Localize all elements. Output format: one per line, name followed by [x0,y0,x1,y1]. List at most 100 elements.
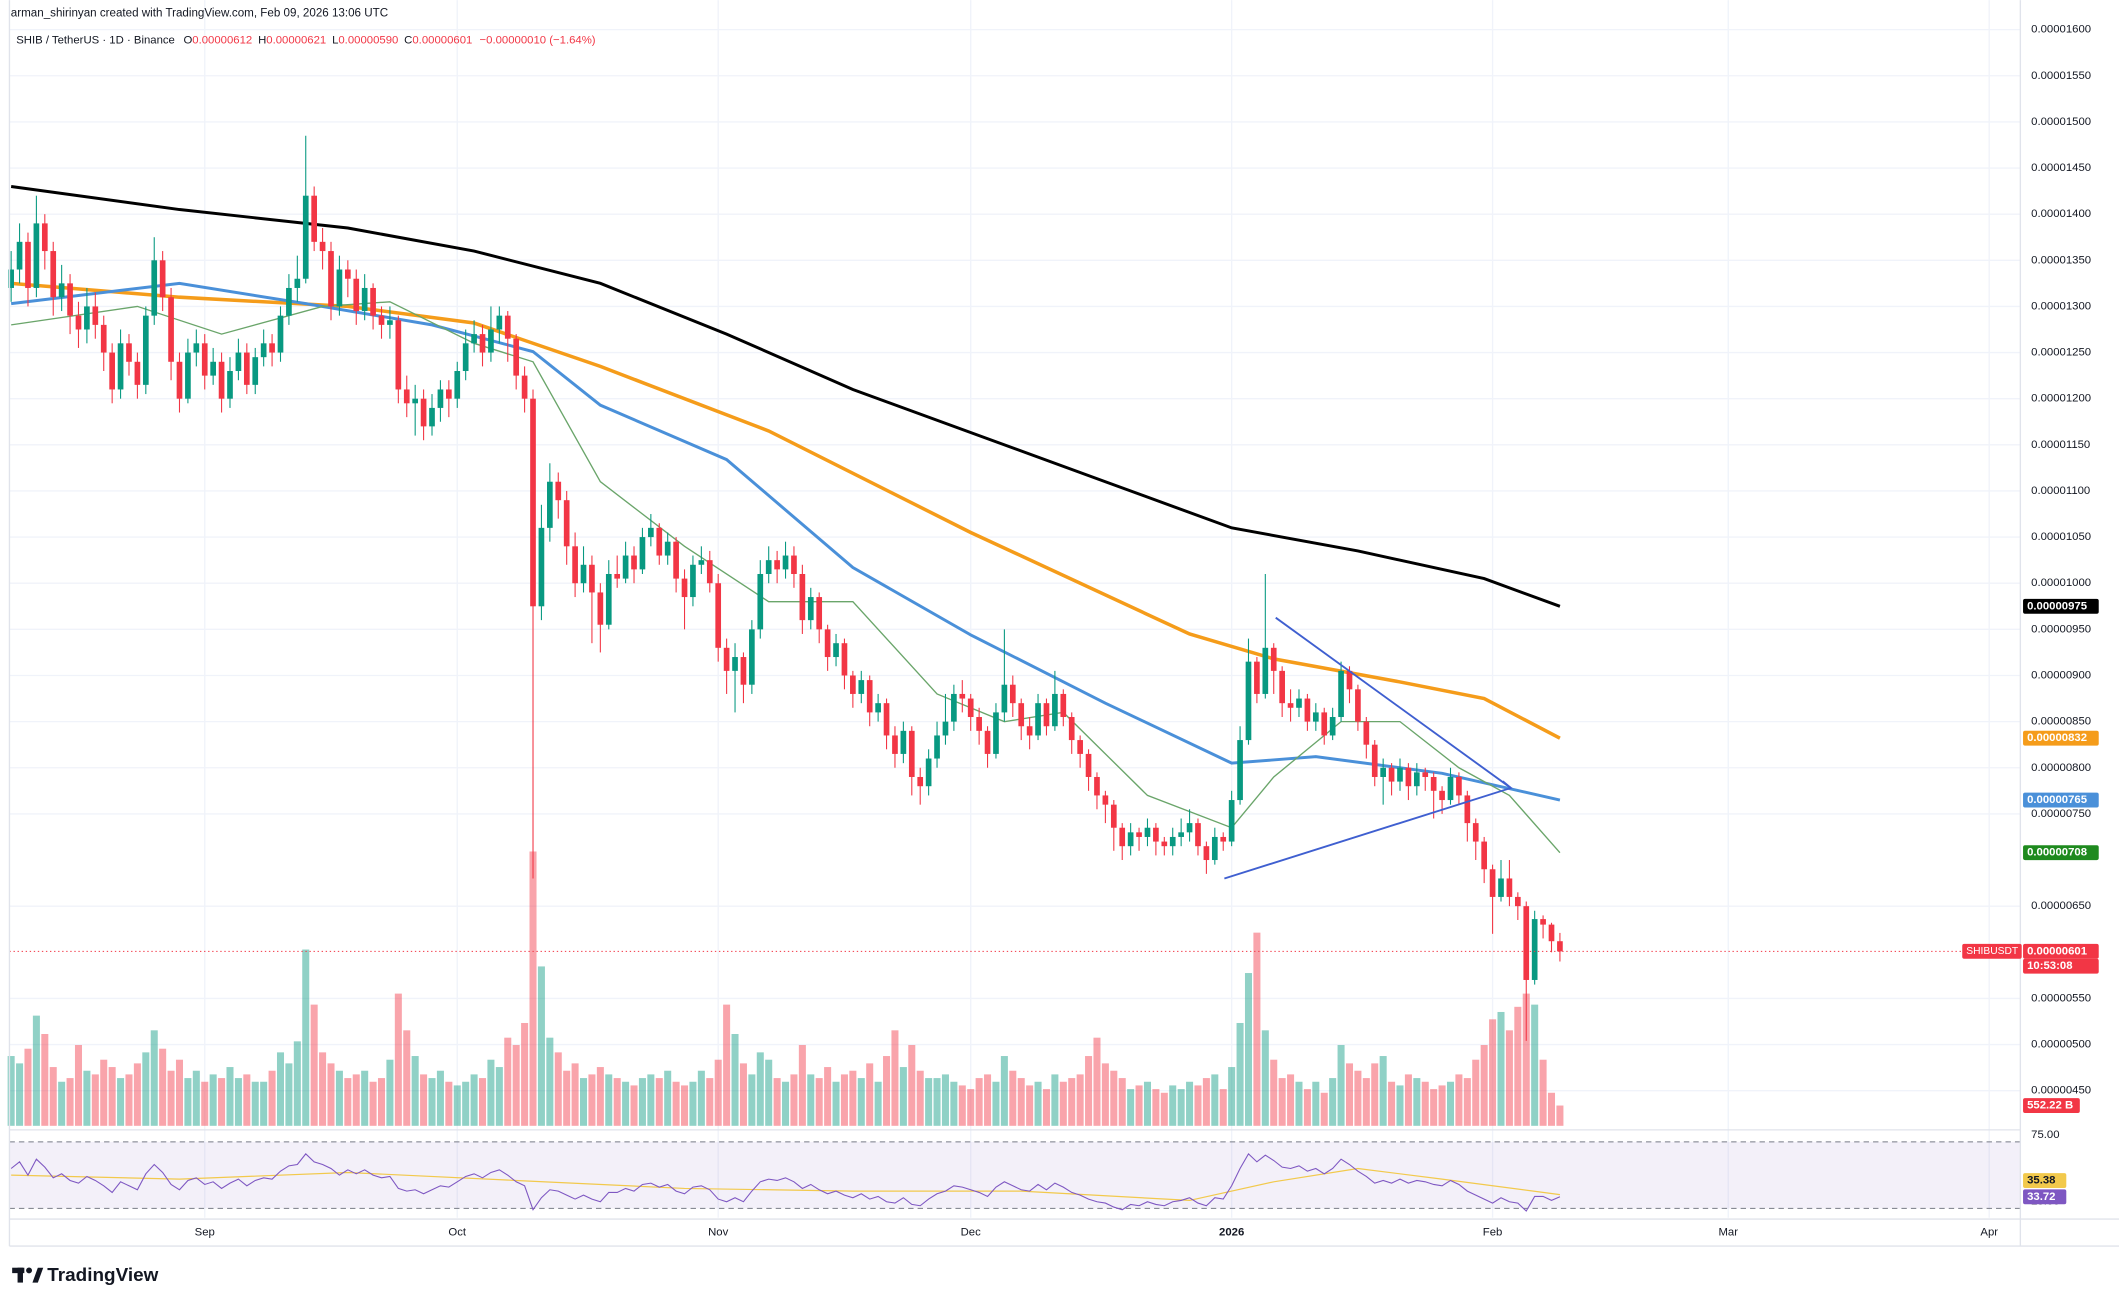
candle-body [1254,661,1260,694]
candle-body [1456,776,1462,796]
candle-body [850,675,856,694]
volume-bar [251,1081,259,1126]
x-tick-label: Apr [1980,1227,1998,1239]
candle-body [892,735,898,754]
candle-body [1557,941,1563,952]
candle-body [614,573,621,579]
rsi-ma-tag: 35.38 [2027,1175,2055,1187]
volume-bar [293,1041,301,1126]
volume-bar [554,1052,562,1126]
candle-body [740,657,747,685]
candle-body [260,343,267,358]
volume-bar [798,1045,806,1126]
volume-bar [327,1063,335,1126]
volume-bar [815,1078,823,1126]
candle-body [799,573,806,621]
candle-body [403,389,410,404]
candle-body [151,260,158,316]
candle-body [1262,647,1269,694]
candle-body [344,269,351,279]
candle-body [1018,703,1025,727]
x-tick-label: Nov [708,1227,729,1239]
volume-bar [133,1063,141,1126]
candle-body [1329,717,1336,736]
volume-bar [664,1070,672,1126]
volume-bar [521,1022,529,1126]
volume-bar [605,1074,613,1126]
candle-body [1540,919,1546,925]
volume-bar [588,1074,596,1126]
volume-bar [723,1004,731,1126]
candle-body [1388,767,1395,782]
candle-body [496,315,503,330]
volume-bar [1068,1078,1076,1126]
volume-bar [32,1015,40,1126]
candle-body [395,320,402,390]
x-tick-label: 2026 [1219,1227,1244,1239]
candle-body [1245,661,1252,741]
candle-body [1043,703,1050,727]
volume-bar [1556,1105,1564,1126]
volume-bar [478,1078,487,1126]
candle-body [1153,827,1159,842]
volume-bar [150,1030,158,1126]
volume-bar [782,1081,790,1126]
ohlc-key: O [183,35,192,47]
candle-body [1144,827,1151,837]
volume-bar [891,1030,899,1126]
volume-bar [335,1070,343,1126]
volume-bar [1186,1081,1194,1126]
volume-bar [1472,1059,1480,1126]
candle-body [1195,823,1201,847]
candle-body [1531,919,1538,980]
ohlc-key: L [332,35,338,47]
volume-bar [1379,1056,1387,1126]
y-tick-label: 0.00000950 [2031,623,2091,635]
candle-body [976,717,982,731]
candle-body [951,693,957,722]
volume-bar [1152,1089,1160,1126]
candle-body [622,555,629,579]
candle-body [1523,906,1530,980]
candle-body [1397,767,1403,782]
ma-price-tag-bg [2023,792,2099,808]
volume-bar [1169,1085,1177,1126]
volume-bar [1026,1085,1034,1126]
volume-bar [1135,1085,1143,1126]
volume-bar [7,1056,15,1126]
candle-body [563,500,570,547]
ohlc-value: 0.00000601 [412,35,472,47]
candle-body [900,730,907,754]
ma-price-tag: 0.00000975 [2027,600,2087,612]
candle-body [277,315,284,353]
candle-body [866,680,873,713]
symbol-tag-bg [1962,943,2022,959]
volume-bar [748,1074,756,1126]
candle-body [134,361,141,385]
volume-bar [925,1078,933,1126]
volume-bar [175,1059,184,1126]
volume-bar [377,1078,386,1126]
candle-body [33,223,40,288]
candle-body [1380,767,1386,777]
candle-body [631,555,637,570]
volume-bar [697,1070,705,1126]
x-tick-label: Oct [448,1227,466,1239]
candle-body [765,560,772,574]
volume-bar [41,1034,49,1126]
candle-body [1346,670,1353,690]
volume-bar [1287,1074,1295,1126]
volume-bar [276,1052,285,1126]
candle-body [1287,703,1294,708]
y-tick-label: 0.00000900 [2031,669,2091,681]
volume-bar [411,1056,419,1126]
candle-body [1498,878,1504,897]
candle-body [656,527,663,556]
candle-body [311,195,318,242]
candle-body [370,287,376,316]
candle-body [538,527,545,607]
volume-bar [731,1034,739,1126]
volume-bar [1042,1089,1050,1126]
candle-body [1127,832,1134,847]
